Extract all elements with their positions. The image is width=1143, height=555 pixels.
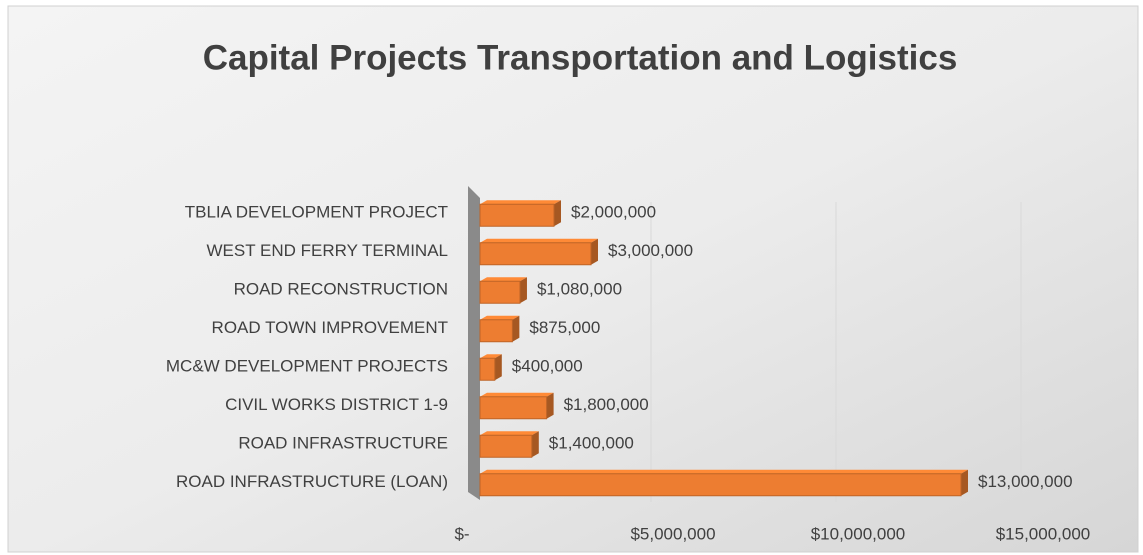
data-label: $400,000 bbox=[512, 357, 583, 376]
x-tick-label: $10,000,000 bbox=[811, 524, 906, 543]
bar-top bbox=[480, 277, 527, 282]
bar-front bbox=[479, 357, 496, 381]
data-label: $3,000,000 bbox=[608, 241, 693, 260]
data-label: $13,000,000 bbox=[978, 472, 1073, 491]
bar-side bbox=[591, 238, 598, 265]
bar-front bbox=[479, 434, 533, 458]
bar bbox=[479, 354, 502, 381]
bar-front bbox=[479, 396, 548, 420]
bar-top bbox=[480, 431, 539, 436]
chart-title: Capital Projects Transportation and Logi… bbox=[203, 38, 958, 77]
bar-front bbox=[479, 473, 962, 497]
y-tick-label: TBLIA DEVELOPMENT PROJECT bbox=[185, 203, 448, 222]
bar-front bbox=[479, 203, 555, 227]
bar-side bbox=[512, 315, 520, 342]
x-tick-label: $5,000,000 bbox=[630, 524, 715, 543]
bar-top bbox=[480, 315, 520, 320]
bar bbox=[479, 315, 520, 343]
y-tick-label: WEST END FERRY TERMINAL bbox=[206, 241, 448, 260]
bar-side bbox=[494, 354, 502, 381]
data-label: $2,000,000 bbox=[571, 203, 656, 222]
x-tick-label: $- bbox=[454, 524, 469, 543]
y-tick-label: ROAD TOWN IMPROVEMENT bbox=[212, 318, 448, 337]
y-tick-label: ROAD RECONSTRUCTION bbox=[234, 280, 448, 299]
chart-area bbox=[7, 5, 1139, 553]
bar-side bbox=[519, 277, 527, 304]
bar bbox=[479, 238, 598, 266]
bar bbox=[479, 469, 968, 497]
bar-top bbox=[480, 469, 968, 474]
bar-front bbox=[479, 319, 513, 343]
bar-top bbox=[480, 200, 561, 205]
bar-top bbox=[480, 238, 598, 243]
bar-front bbox=[479, 280, 521, 304]
bar-side bbox=[554, 200, 561, 227]
bar-top bbox=[480, 354, 502, 359]
axis-wall bbox=[468, 186, 480, 500]
data-label: $1,400,000 bbox=[549, 434, 634, 453]
y-tick-label: ROAD INFRASTRUCTURE (LOAN) bbox=[176, 472, 448, 491]
bar-top bbox=[480, 392, 554, 397]
bar bbox=[479, 431, 539, 458]
y-tick-label: CIVIL WORKS DISTRICT 1-9 bbox=[225, 395, 448, 414]
bar bbox=[479, 200, 561, 227]
bar-front bbox=[479, 242, 592, 266]
y-tick-label: ROAD INFRASTRUCTURE bbox=[238, 434, 448, 453]
y-tick-label: MC&W DEVELOPMENT PROJECTS bbox=[166, 357, 448, 376]
bar bbox=[479, 392, 554, 420]
bar-side bbox=[531, 431, 539, 458]
x-tick-label: $15,000,000 bbox=[996, 524, 1091, 543]
bar bbox=[479, 277, 527, 304]
bar-side bbox=[546, 392, 554, 419]
data-label: $1,080,000 bbox=[537, 280, 622, 299]
data-label: $875,000 bbox=[529, 318, 600, 337]
data-label: $1,800,000 bbox=[564, 395, 649, 414]
bar-side bbox=[961, 469, 968, 496]
